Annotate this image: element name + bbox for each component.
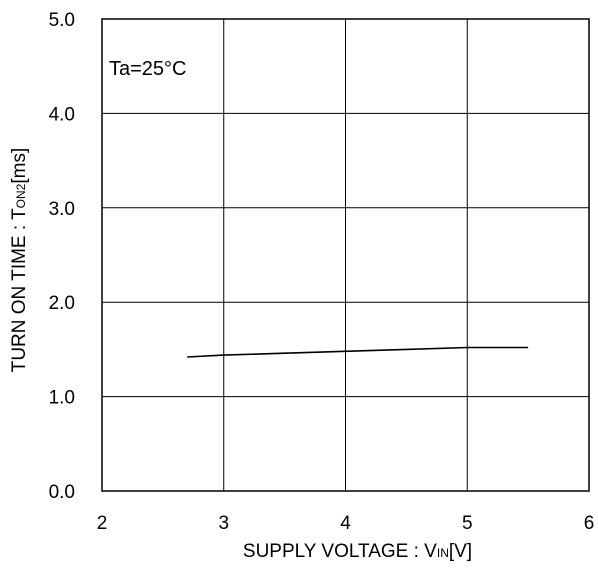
y-axis-label-unit: [ms] bbox=[9, 148, 30, 184]
plot-frame bbox=[101, 18, 590, 492]
x-axis-label-main: SUPPLY VOLTAGE : V bbox=[243, 541, 437, 562]
y-tick-label: 3.0 bbox=[49, 199, 75, 220]
x-tick-label: 2 bbox=[97, 513, 108, 534]
grid bbox=[102, 19, 589, 491]
y-axis-label-main: TURN ON TIME : T bbox=[9, 208, 30, 372]
x-tick-label: 4 bbox=[340, 513, 351, 534]
y-tick-label: 4.0 bbox=[49, 104, 75, 125]
x-tick-label: 5 bbox=[462, 513, 473, 534]
series-line-0 bbox=[187, 346, 529, 358]
y-tick-label: 2.0 bbox=[49, 293, 75, 314]
y-axis-label: TURN ON TIME : TON2[ms] bbox=[9, 148, 30, 373]
y-tick-label: 0.0 bbox=[49, 482, 75, 503]
x-axis-label-subscript: IN bbox=[437, 546, 449, 560]
x-tick-label: 6 bbox=[584, 513, 595, 534]
y-tick-label: 1.0 bbox=[49, 388, 75, 409]
x-axis-label-unit: [V] bbox=[449, 541, 472, 562]
temperature-annotation: Ta=25°C bbox=[109, 58, 187, 80]
x-axis-label: SUPPLY VOLTAGE : VIN[V] bbox=[243, 541, 472, 562]
series-layer bbox=[187, 346, 529, 358]
y-tick-labels: 0.0 1.0 2.0 3.0 4.0 5.0 bbox=[49, 10, 75, 503]
y-tick-label: 5.0 bbox=[49, 10, 75, 31]
x-tick-labels: 2 3 4 5 6 bbox=[97, 513, 595, 534]
x-tick-label: 3 bbox=[218, 513, 229, 534]
y-axis-label-subscript: ON2 bbox=[14, 183, 28, 208]
